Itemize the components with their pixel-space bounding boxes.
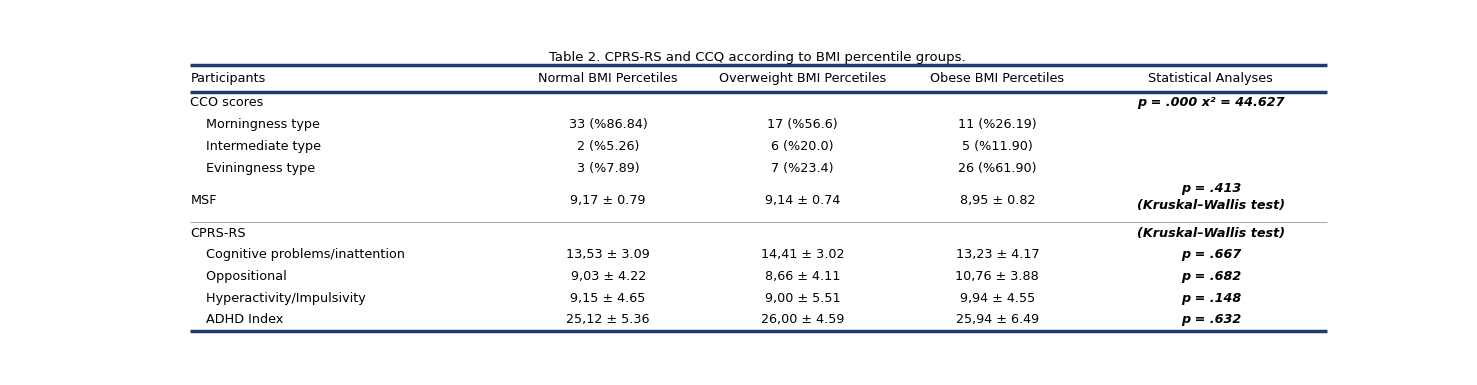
Text: Normal BMI Percetiles: Normal BMI Percetiles xyxy=(538,72,678,85)
Text: p = .682: p = .682 xyxy=(1180,270,1241,283)
Text: p = .632: p = .632 xyxy=(1180,313,1241,326)
Text: 8,66 ± 4.11: 8,66 ± 4.11 xyxy=(765,270,840,283)
Text: 2 (%5.26): 2 (%5.26) xyxy=(578,140,640,153)
Text: 26 (%61.90): 26 (%61.90) xyxy=(959,162,1037,174)
Text: 25,94 ± 6.49: 25,94 ± 6.49 xyxy=(956,313,1038,326)
Text: Oppositional: Oppositional xyxy=(191,270,287,283)
Text: 17 (%56.6): 17 (%56.6) xyxy=(768,118,837,131)
Text: 7 (%23.4): 7 (%23.4) xyxy=(771,162,835,174)
Text: p = .667: p = .667 xyxy=(1180,248,1241,261)
Text: 6 (%20.0): 6 (%20.0) xyxy=(771,140,835,153)
Text: Hyperactivity/Impulsivity: Hyperactivity/Impulsivity xyxy=(191,292,366,305)
Text: ADHD Index: ADHD Index xyxy=(191,313,284,326)
Text: CPRS-RS: CPRS-RS xyxy=(191,227,247,240)
Text: Eviningness type: Eviningness type xyxy=(191,162,316,174)
Text: Participants: Participants xyxy=(191,72,266,85)
Text: p = .000 x² = 44.627: p = .000 x² = 44.627 xyxy=(1137,97,1285,109)
Text: p = .413
(Kruskal–Wallis test): p = .413 (Kruskal–Wallis test) xyxy=(1137,182,1285,212)
Text: 9,03 ± 4.22: 9,03 ± 4.22 xyxy=(570,270,645,283)
Text: 25,12 ± 5.36: 25,12 ± 5.36 xyxy=(566,313,650,326)
Text: Intermediate type: Intermediate type xyxy=(191,140,322,153)
Text: 26,00 ± 4.59: 26,00 ± 4.59 xyxy=(761,313,845,326)
Text: 5 (%11.90): 5 (%11.90) xyxy=(962,140,1032,153)
Text: Cognitive problems/inattention: Cognitive problems/inattention xyxy=(191,248,405,261)
Text: CCO scores: CCO scores xyxy=(191,97,264,109)
Text: 9,15 ± 4.65: 9,15 ± 4.65 xyxy=(570,292,645,305)
Text: Morningness type: Morningness type xyxy=(191,118,321,131)
Text: 11 (%26.19): 11 (%26.19) xyxy=(959,118,1037,131)
Text: Statistical Analyses: Statistical Analyses xyxy=(1149,72,1273,85)
Text: Overweight BMI Percetiles: Overweight BMI Percetiles xyxy=(719,72,886,85)
Text: Obese BMI Percetiles: Obese BMI Percetiles xyxy=(931,72,1065,85)
Text: 3 (%7.89): 3 (%7.89) xyxy=(578,162,640,174)
Text: p = .148: p = .148 xyxy=(1180,292,1241,305)
Text: 14,41 ± 3.02: 14,41 ± 3.02 xyxy=(761,248,845,261)
Text: 13,23 ± 4.17: 13,23 ± 4.17 xyxy=(956,248,1040,261)
Text: 9,17 ± 0.79: 9,17 ± 0.79 xyxy=(570,194,645,207)
Text: 9,00 ± 5.51: 9,00 ± 5.51 xyxy=(765,292,840,305)
Text: Table 2. CPRS-RS and CCQ according to BMI percentile groups.: Table 2. CPRS-RS and CCQ according to BM… xyxy=(548,51,966,64)
Text: 9,14 ± 0.74: 9,14 ± 0.74 xyxy=(765,194,840,207)
Text: 8,95 ± 0.82: 8,95 ± 0.82 xyxy=(960,194,1035,207)
Text: 33 (%86.84): 33 (%86.84) xyxy=(569,118,647,131)
Text: 10,76 ± 3.88: 10,76 ± 3.88 xyxy=(956,270,1040,283)
Text: 9,94 ± 4.55: 9,94 ± 4.55 xyxy=(960,292,1035,305)
Text: 13,53 ± 3.09: 13,53 ± 3.09 xyxy=(566,248,650,261)
Text: (Kruskal–Wallis test): (Kruskal–Wallis test) xyxy=(1137,227,1285,240)
Text: MSF: MSF xyxy=(191,194,217,207)
